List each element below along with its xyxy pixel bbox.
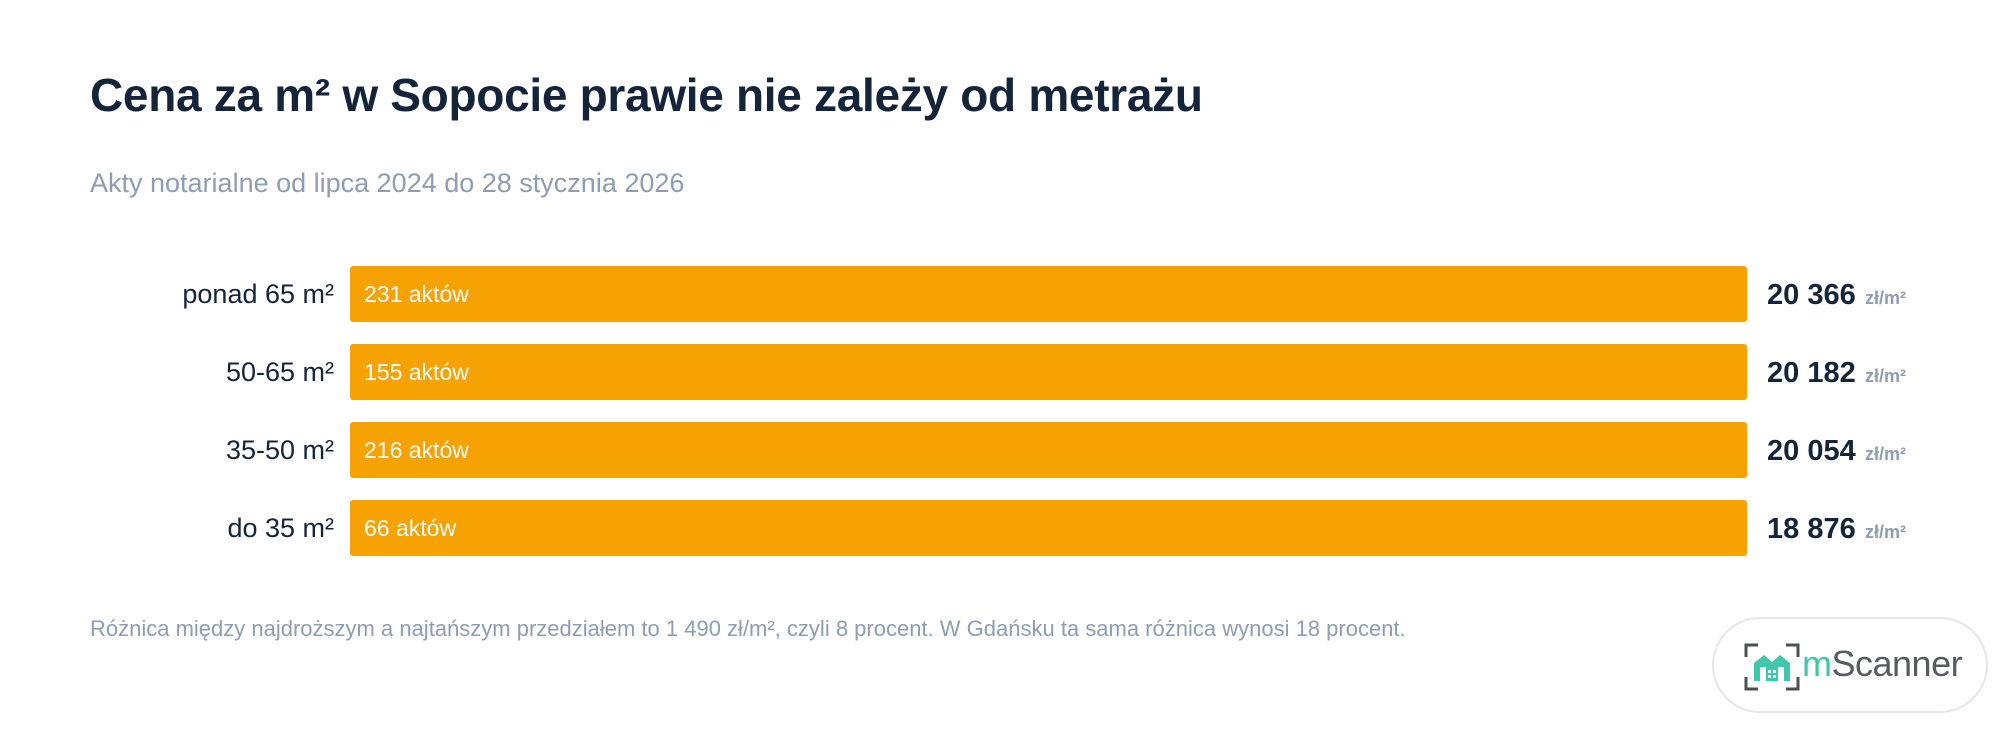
value-label: 20 054 [1767,435,1856,467]
category-label: ponad 65 m² [182,279,334,309]
bar-count-label: 66 aktów [364,515,456,541]
bar [350,344,1747,400]
bar-count-label: 231 aktów [364,281,469,307]
value-unit-label: zł/m² [1865,288,1906,308]
chart-title: Cena za m² w Sopocie prawie nie zależy o… [90,69,1203,121]
value-label: 18 876 [1767,513,1856,545]
footnote: Różnica między najdroższym a najtańszym … [90,616,1406,641]
category-label: 50-65 m² [226,357,334,387]
house-logo-icon [1744,643,1800,691]
category-label: do 35 m² [227,513,334,543]
bar-count-label: 216 aktów [364,437,469,463]
bar-chart: ponad 65 m² 231 aktów 20 366 zł/m² 50-65 m² 1… [182,266,1906,556]
logo-text-rest: Scanner [1831,643,1963,684]
value-label: 20 366 [1767,279,1856,311]
value-label: 20 182 [1767,357,1856,389]
value-unit-label: zł/m² [1865,444,1906,464]
bar [350,266,1747,322]
chart-subtitle: Akty notarialne od lipca 2024 do 28 styc… [90,168,685,198]
bar [350,500,1747,556]
logo-text-accent: m [1802,643,1832,684]
value-unit-label: zł/m² [1865,522,1906,542]
logo-text: mScanner [1802,643,1963,685]
category-label: 35-50 m² [226,435,334,465]
value-unit-label: zł/m² [1865,366,1906,386]
bar [350,422,1747,478]
mscanner-logo: mScanner [1712,617,1988,713]
bar-count-label: 155 aktów [364,359,469,385]
